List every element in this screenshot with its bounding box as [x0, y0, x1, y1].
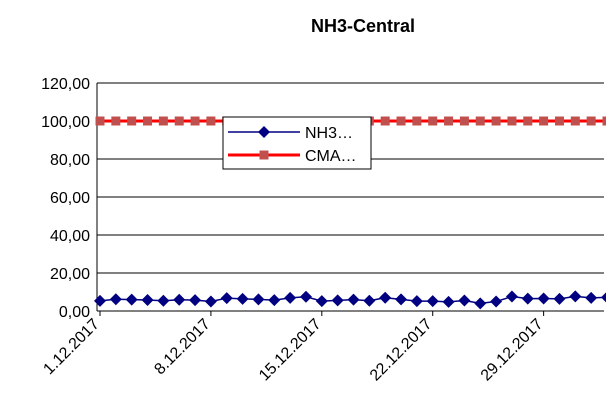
legend-label-cma: CMA… [305, 148, 357, 165]
chart-title: NH3-Central [311, 16, 415, 36]
nh3-point [299, 290, 312, 303]
cma-point [475, 116, 485, 126]
cma-point [143, 116, 153, 126]
nh3-point [125, 293, 138, 306]
legend: NH3… CMA… [222, 116, 372, 170]
nh3-point [252, 293, 265, 306]
x-tick-label: 22.12.2017 [367, 316, 436, 385]
nh3-point [410, 295, 423, 308]
nh3-point [379, 291, 392, 304]
cma-point [602, 116, 606, 126]
nh3-point [315, 295, 328, 308]
cma-point [206, 116, 216, 126]
cma-point [412, 116, 422, 126]
cma-point [174, 116, 184, 126]
nh3-point [458, 294, 471, 307]
cma-point [396, 116, 406, 126]
cma-point [539, 116, 549, 126]
nh3-point [585, 291, 598, 304]
x-tick-label: 15.12.2017 [256, 316, 325, 385]
nh3-point [173, 293, 186, 306]
cma-point [570, 116, 580, 126]
cma-point [459, 116, 469, 126]
x-tick-label: 1.12.2017 [40, 316, 102, 378]
nh3-point [601, 292, 606, 303]
nh3-point [363, 294, 376, 307]
nh3-point [189, 294, 202, 307]
y-tick-label: 60,00 [50, 190, 90, 207]
nh3-point [537, 292, 550, 305]
cma-point [111, 116, 121, 126]
cma-point [428, 116, 438, 126]
legend-label-nh3: NH3… [305, 125, 353, 142]
legend-box [222, 116, 372, 170]
nh3-point [109, 293, 122, 306]
legend-marker-nh3 [258, 126, 270, 138]
cma-point [507, 116, 517, 126]
y-tick-label: 120,00 [41, 76, 90, 93]
nh3-point [505, 290, 518, 303]
nh3-point [395, 293, 408, 306]
legend-marker-cma [259, 150, 269, 160]
nh3-point [268, 294, 281, 307]
nh3-point [284, 291, 297, 304]
x-tick-label: 8.12.2017 [151, 316, 213, 378]
nh3-point [442, 295, 455, 308]
nh3-point [426, 295, 439, 308]
y-tick-label: 0,00 [59, 304, 90, 321]
nh3-point [347, 293, 360, 306]
nh3-point [553, 292, 566, 305]
cma-point [554, 116, 564, 126]
nh3-point [157, 294, 170, 307]
nh3-point [331, 294, 344, 307]
y-tick-label: 20,00 [50, 266, 90, 283]
nh3-point [220, 292, 233, 305]
nh3-point [569, 290, 582, 303]
y-tick-labels: 0,00 20,00 40,00 60,00 80,00 100,00 120,00 [41, 76, 90, 321]
series-group [94, 116, 606, 310]
nh3-point [204, 295, 217, 308]
nh3-point [474, 297, 487, 310]
cma-point [95, 116, 105, 126]
cma-point [190, 116, 200, 126]
y-tick-label: 80,00 [50, 152, 90, 169]
nh3-point [141, 293, 154, 306]
nh3-point [521, 292, 534, 305]
cma-point [380, 116, 390, 126]
cma-point [127, 116, 137, 126]
y-tick-label: 100,00 [41, 114, 90, 131]
nh3-point [490, 295, 503, 308]
cma-point [586, 116, 596, 126]
y-tick-label: 40,00 [50, 228, 90, 245]
nh3-point [236, 292, 249, 305]
cma-point [491, 116, 501, 126]
x-tick-labels: 1.12.2017 8.12.2017 15.12.2017 22.12.2017 29… [40, 316, 546, 385]
nh3-point [94, 294, 106, 307]
cma-point [158, 116, 168, 126]
x-tick-label: 29.12.2017 [478, 316, 547, 385]
cma-point [523, 116, 533, 126]
cma-point [444, 116, 454, 126]
